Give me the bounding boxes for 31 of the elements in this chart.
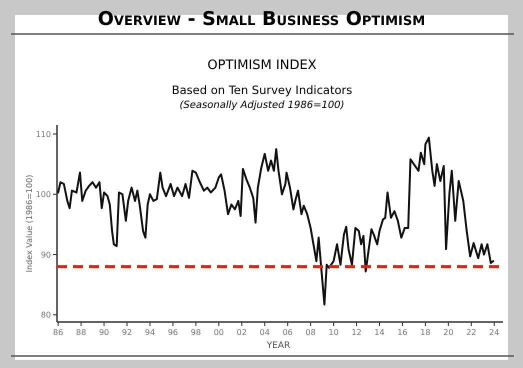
chart-subtitle: OPTIMISM INDEX (207, 58, 317, 73)
chart-title: Overview - Small Business Optimism (98, 8, 426, 30)
y-tick-label: 80 (40, 310, 51, 320)
x-tick-label: 02 (236, 328, 247, 337)
x-tick-label: 00 (214, 328, 224, 337)
y-tick-label: 100 (36, 190, 51, 200)
x-tick-label: 16 (397, 328, 408, 337)
y-axis-title: Index Value (1986=100) (25, 174, 34, 272)
y-tick-label: 110 (36, 130, 51, 139)
x-tick-label: 90 (98, 328, 110, 337)
x-tick-label: 12 (351, 328, 362, 337)
x-tick-label: 98 (190, 328, 201, 337)
x-tick-label: 86 (53, 328, 64, 337)
x-tick-label: 20 (443, 328, 454, 337)
x-tick-label: 18 (420, 328, 430, 337)
text: (Seasonally Adjusted 1986=100) (180, 100, 344, 111)
x-tick-label: 94 (144, 328, 156, 337)
y-tick-label: 90 (40, 250, 51, 260)
x-tick-label: 92 (122, 328, 132, 337)
text: Based on Ten Survey Indicators (172, 83, 352, 97)
x-axis-title: YEAR (266, 341, 290, 351)
x-tick-label: 22 (466, 328, 476, 337)
x-tick-label: 08 (306, 328, 316, 337)
x-tick-label: 06 (282, 328, 293, 337)
x-tick-label: 10 (328, 328, 339, 337)
x-tick-label: 14 (374, 328, 385, 337)
line-series (57, 136, 494, 306)
x-tick-label: 24 (489, 328, 500, 337)
x-tick-label: 88 (76, 328, 86, 337)
x-tick-label: 04 (260, 328, 270, 337)
x-tick-label: 96 (168, 328, 178, 337)
